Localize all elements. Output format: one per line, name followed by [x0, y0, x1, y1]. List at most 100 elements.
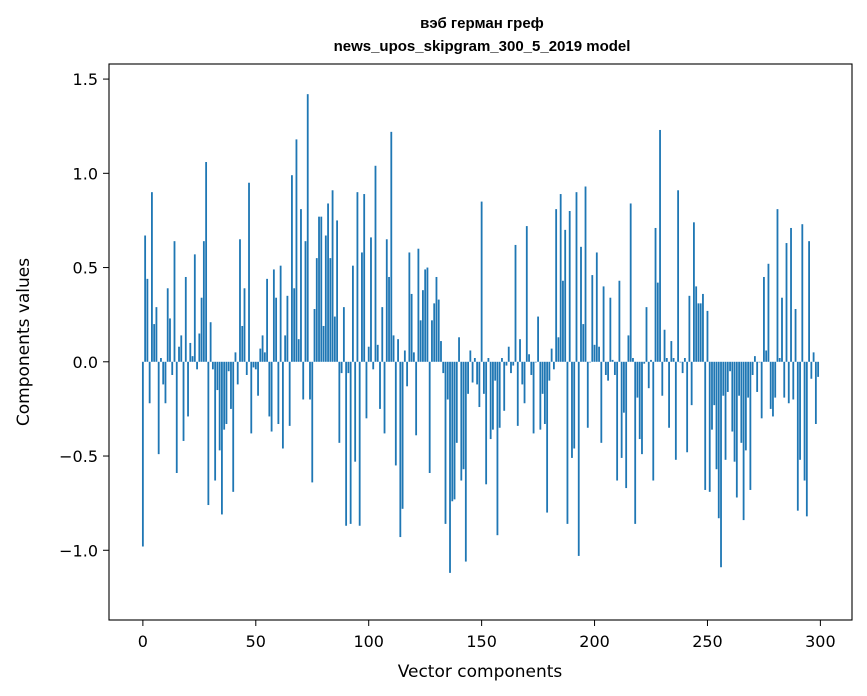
bar	[173, 241, 176, 362]
bar	[521, 361, 524, 385]
bar	[512, 361, 515, 366]
bar	[643, 361, 646, 364]
bar	[406, 361, 409, 387]
bar	[394, 361, 397, 466]
bar	[620, 361, 623, 458]
bar	[699, 303, 702, 362]
bar	[232, 361, 235, 492]
x-tick-label: 250	[692, 632, 723, 651]
bar	[458, 337, 460, 362]
bar	[731, 361, 734, 432]
bar	[783, 361, 786, 398]
bar	[552, 361, 555, 370]
bar	[717, 361, 720, 519]
bar	[711, 361, 713, 430]
bar	[668, 361, 670, 428]
bar	[663, 329, 666, 362]
x-axis-ticks: 0 50 100 150 200 250 300	[138, 620, 836, 651]
bar	[501, 358, 503, 362]
bar	[444, 361, 447, 524]
bar	[557, 337, 560, 362]
bar	[352, 265, 354, 362]
bar	[760, 361, 763, 419]
bar	[787, 361, 790, 404]
bar	[810, 361, 813, 379]
bar	[632, 358, 634, 362]
bar	[503, 361, 506, 411]
bar	[141, 361, 144, 547]
bar	[302, 361, 305, 400]
bar	[697, 303, 700, 362]
bar	[485, 361, 488, 485]
bar	[189, 342, 192, 362]
bar	[595, 252, 598, 362]
bar	[790, 227, 792, 362]
bar	[785, 243, 788, 362]
chart-subtitle: news_upos_skipgram_300_5_2019 model	[334, 38, 631, 55]
bar	[548, 361, 551, 381]
bar	[796, 361, 799, 511]
bar	[288, 361, 291, 426]
bar	[428, 361, 431, 473]
y-tick-label: 0.5	[73, 259, 98, 278]
y-tick-label: 0.0	[73, 353, 98, 372]
bar	[379, 361, 381, 409]
bar	[749, 361, 752, 490]
bar	[584, 186, 587, 362]
bar	[202, 241, 205, 362]
bar	[169, 318, 171, 362]
bar	[625, 361, 628, 489]
bar	[162, 361, 165, 385]
bar	[589, 361, 591, 363]
bar	[306, 94, 309, 362]
bar	[291, 175, 293, 362]
bar	[744, 361, 747, 451]
bar	[763, 276, 765, 362]
bar	[187, 361, 189, 417]
bar	[469, 350, 472, 362]
bar	[383, 361, 386, 434]
bar	[279, 265, 282, 362]
bar	[358, 361, 361, 526]
bar	[645, 307, 648, 362]
bar	[250, 361, 253, 434]
bar	[300, 209, 302, 362]
bar	[164, 361, 167, 404]
bar	[733, 361, 736, 462]
bar	[636, 361, 639, 398]
bar	[756, 361, 759, 392]
bar	[327, 203, 329, 362]
bar	[403, 350, 406, 362]
bar	[196, 361, 198, 370]
bar	[277, 361, 280, 424]
plot-area-frame	[108, 63, 853, 621]
bar	[462, 361, 465, 470]
bar	[659, 129, 661, 362]
bar	[345, 361, 348, 526]
bar	[817, 361, 820, 377]
bar	[198, 333, 201, 362]
bar	[688, 295, 691, 362]
bar	[665, 358, 668, 362]
y-tick-label: 1.0	[73, 164, 98, 183]
bar	[670, 341, 673, 362]
bar	[399, 361, 402, 538]
bar	[272, 269, 275, 362]
bar	[720, 361, 722, 568]
bar	[489, 361, 492, 440]
bar	[672, 358, 675, 362]
bar	[356, 192, 359, 362]
bar	[284, 335, 287, 362]
bar	[568, 211, 571, 362]
bar	[702, 293, 704, 362]
bar	[431, 320, 433, 362]
bar	[693, 222, 695, 362]
bar	[370, 237, 372, 362]
bar	[598, 346, 600, 362]
bar	[254, 361, 257, 370]
bar	[476, 361, 479, 385]
bar	[681, 361, 684, 374]
bar	[726, 361, 729, 392]
y-tick-label: −1.0	[59, 541, 98, 560]
bar	[623, 361, 625, 413]
